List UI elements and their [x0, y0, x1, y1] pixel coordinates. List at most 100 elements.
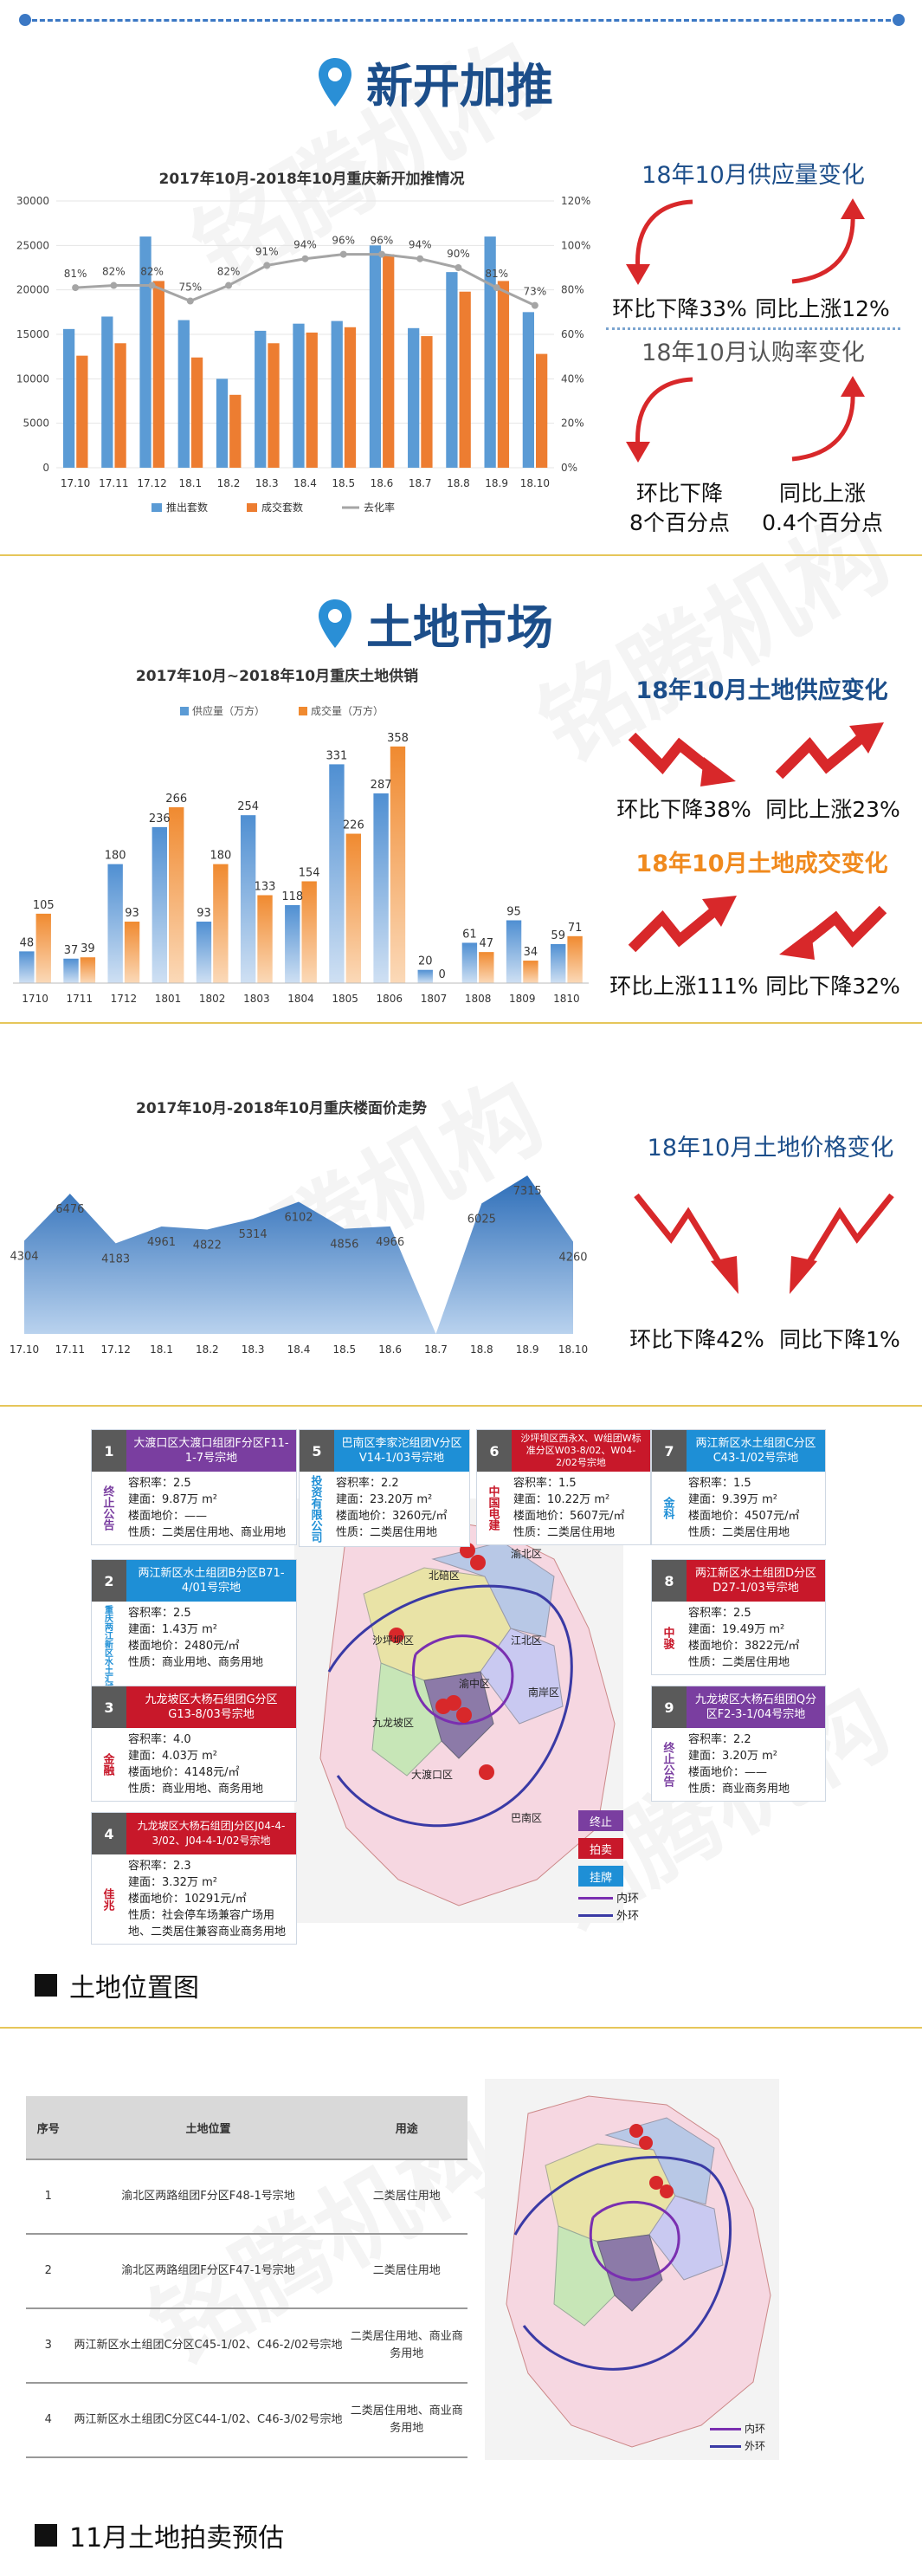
x-tick-label: 17.11: [55, 1343, 85, 1356]
card-line: 性质：二类居住用地: [688, 1656, 790, 1669]
bar-land-supply: [461, 942, 478, 983]
x-tick-label: 18.10: [558, 1343, 588, 1356]
x-tick-label: 17.10: [61, 477, 90, 489]
bar-land-deal: [35, 913, 51, 983]
supply-mom-note: 环比下降33%: [612, 296, 747, 321]
land-price-mom-note: 环比下降42%: [629, 1327, 764, 1352]
bar-supply: [331, 320, 343, 468]
rate-label: 96%: [332, 235, 355, 247]
map-label-jiangbei: 江北区: [511, 1634, 543, 1647]
bar-value-label: 20: [418, 955, 433, 968]
auction-caption-text: 11月土地拍卖预估: [69, 2523, 285, 2553]
area-value-label: 4961: [147, 1236, 176, 1249]
rate-point: [455, 264, 462, 271]
bar-supply: [293, 323, 305, 468]
table-row: 1 渝北区两路组团F分区F48-1号宗地 二类居住用地: [26, 2159, 467, 2235]
rate-point: [186, 297, 194, 305]
top-dot-right: [893, 14, 905, 26]
bar-value-label: 133: [255, 881, 276, 894]
card-line: 楼面地价：10291元/㎡: [128, 1893, 247, 1906]
supply-yoy-note: 同比上涨12%: [755, 296, 890, 321]
bar-deal: [344, 327, 357, 468]
bar-value-label: 71: [568, 922, 583, 935]
y-tick-label: 15000: [16, 328, 49, 340]
map-caption-text: 土地位置图: [69, 1973, 199, 2003]
card-line: 建面：4.03万 m²: [128, 1750, 217, 1763]
card-name: 沙坪坝区西永X、W组团W标准分区W03-8/02、W04-2/02号宗地: [512, 1430, 650, 1472]
bar-deal: [306, 332, 318, 468]
land-location-map: [294, 1498, 623, 1923]
black-square-icon: [35, 1974, 57, 1997]
card-name: 两江新区水土组团C分区C43-1/02号宗地: [687, 1430, 825, 1472]
card-line: 楼面地价：——: [128, 1510, 208, 1523]
bar-value-label: 226: [343, 819, 364, 832]
card-line: 楼面地价：5607元/㎡: [513, 1510, 625, 1523]
bar-land-deal: [257, 895, 273, 983]
card-line: 性质：二类居住用地: [336, 1526, 438, 1539]
table-cell: 渝北区两路组团F分区F47-1号宗地: [70, 2234, 346, 2309]
bar-value-label: 39: [81, 942, 95, 955]
bar-land-supply: [417, 969, 433, 983]
location-pin-icon: [319, 599, 351, 648]
legend-label: 去化率: [364, 501, 395, 514]
table-cell: 二类居住用地: [345, 2159, 467, 2235]
bar-deal: [190, 357, 203, 468]
card-name: 巴南区李家沱组团V分区V14-1/03号宗地: [334, 1430, 469, 1472]
card-line: 性质：二类居住用地: [688, 1526, 790, 1539]
map-label-jiulongpo: 九龙坡区: [372, 1717, 415, 1729]
rate-point: [416, 255, 424, 262]
land-price-yoy-note: 同比下降1%: [779, 1327, 900, 1352]
bar-value-label: 358: [387, 732, 409, 745]
card-number: 5: [300, 1430, 334, 1472]
x-tick-label: 1803: [243, 993, 270, 1005]
chart1-supply-chart: 30000 120% 25000 100% 20000 80% 15000 60% 10000 4…: [16, 195, 591, 514]
card-line: 楼面地价：4148元/㎡: [128, 1766, 240, 1779]
map2-legend-outer-line: [710, 2445, 741, 2448]
card-line: 容积率：4.0: [128, 1733, 191, 1746]
bar-deal: [229, 394, 242, 468]
card-number: 3: [92, 1686, 126, 1728]
y-tick-label: 0: [42, 462, 49, 474]
bar-land-supply: [19, 951, 35, 983]
card-tag: 金科: [661, 1497, 674, 1519]
area-value-label: 6025: [467, 1213, 496, 1226]
zigzag-arrow-down-icon: [779, 905, 887, 960]
bar-land-supply: [196, 922, 212, 983]
bar-value-label: 93: [125, 907, 139, 920]
card-number: 1: [92, 1430, 126, 1472]
area-value-label: 4856: [330, 1239, 358, 1252]
area-value-label: 7315: [513, 1185, 542, 1198]
section-title-new-supply: 新开加推: [316, 48, 553, 116]
zigzag-arrow-down-icon: [628, 732, 736, 786]
bar-deal: [497, 281, 510, 468]
land-auction-table: 序号 土地位置 用途 1 渝北区两路组团F分区F48-1号宗地 二类居住用地 2…: [26, 2096, 467, 2458]
x-tick-label: 1809: [509, 993, 536, 1005]
card-line: 容积率：2.3: [128, 1860, 191, 1873]
x-tick-label: 17.12: [137, 477, 166, 489]
land-deal-mom-note: 环比上涨111%: [609, 974, 758, 999]
section-title-land-market: 土地市场: [316, 589, 553, 657]
section-divider: [0, 2027, 922, 2029]
section-divider: [0, 554, 922, 556]
subscription-mom-note: 环比下降 8个百分点: [629, 481, 730, 535]
legend-label: 成交套数: [261, 501, 303, 514]
x-tick-label: 1805: [332, 993, 358, 1005]
bar-land-supply: [152, 826, 168, 983]
arrow-down-left-icon: [626, 199, 693, 285]
map-label-banan: 巴南区: [511, 1812, 543, 1824]
bar-value-label: 93: [197, 907, 211, 920]
land-deal-yoy-note: 同比下降32%: [765, 974, 900, 999]
top-dot-left: [19, 14, 31, 26]
card-line: 容积率：2.2: [336, 1477, 399, 1490]
card-line: 容积率：1.5: [513, 1477, 577, 1490]
legend-terminated: 终止: [578, 1810, 623, 1831]
card-number: 6: [477, 1430, 512, 1472]
card-name: 大渡口区大渡口组团F分区F11-1-7号宗地: [126, 1430, 296, 1472]
x-tick-label: 18.8: [447, 477, 470, 489]
card-line: 建面：19.49万 m²: [688, 1623, 785, 1636]
rate-label: 82%: [217, 266, 241, 278]
bar-deal: [383, 254, 395, 468]
table-cell: 2: [26, 2234, 71, 2309]
map-caption: 土地位置图: [35, 1966, 199, 2004]
x-tick-label: 18.6: [378, 1343, 402, 1356]
